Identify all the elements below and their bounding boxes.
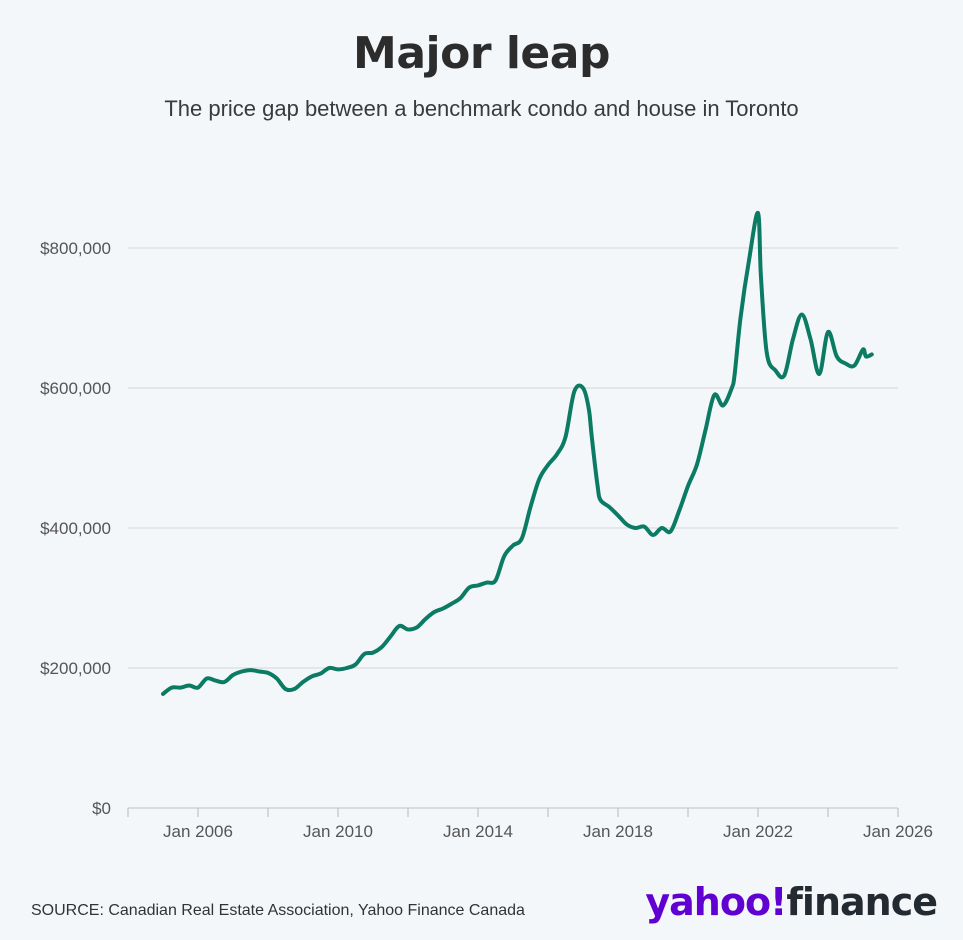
y-tick-label: $600,000 [40, 379, 111, 398]
y-tick-label: $0 [92, 799, 111, 818]
line-chart: $0 $200,000 $400,000 $600,000 $800,000 Jan 20… [40, 210, 933, 841]
x-tick-label: Jan 2014 [443, 822, 513, 841]
x-tick-label: Jan 2022 [723, 822, 793, 841]
x-tick-label: Jan 2010 [303, 822, 373, 841]
source-note: SOURCE: Canadian Real Estate Association… [31, 902, 525, 919]
y-tick-label: $400,000 [40, 519, 111, 538]
chart-subtitle: The price gap between a benchmark condo … [164, 96, 799, 121]
y-tick-label: $200,000 [40, 659, 111, 678]
x-tick-label: Jan 2026 [863, 822, 933, 841]
chart-title: Major leap [353, 28, 610, 79]
yahoo-finance-logo: yahoo!finance [645, 880, 938, 924]
x-tick-label: Jan 2006 [163, 822, 233, 841]
series-line [161, 210, 874, 696]
y-tick-label: $800,000 [40, 239, 111, 258]
x-tick-label: Jan 2018 [583, 822, 653, 841]
